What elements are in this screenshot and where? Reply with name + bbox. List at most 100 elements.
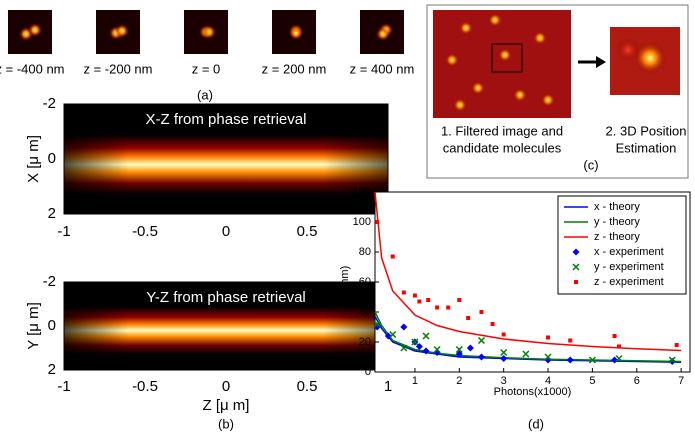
point	[373, 320, 381, 328]
point	[612, 334, 617, 338]
legend-swatch	[572, 263, 580, 271]
point	[422, 347, 430, 355]
y-axis-label: Y [μ m]	[25, 302, 42, 350]
point	[588, 356, 596, 364]
molecule-spot	[459, 21, 473, 35]
step-label: Estimation	[616, 140, 677, 155]
theory-line	[374, 191, 682, 352]
psf-label: z = 200 nm	[262, 61, 327, 76]
molecule-spot	[453, 98, 467, 112]
legend-label: x - experiment	[594, 246, 664, 258]
legend-swatch	[572, 248, 580, 256]
y-tick-label: 0	[365, 366, 371, 378]
molecule-spot	[445, 53, 459, 67]
point	[457, 298, 462, 302]
point	[411, 338, 419, 346]
y-tick-label: 120	[353, 186, 371, 198]
y-axis-label: X [μ m]	[25, 135, 42, 183]
x-tick-label: 1	[384, 378, 392, 395]
point	[466, 344, 474, 352]
legend-label: x - theory	[594, 201, 640, 213]
point	[466, 316, 471, 320]
y-tick-label: 0	[48, 150, 56, 167]
point	[446, 305, 451, 310]
psf-label: z = -200 nm	[83, 61, 152, 76]
point	[455, 345, 463, 354]
point	[422, 332, 430, 340]
panel-c: 1. Filtered image and candidate molecules…	[426, 4, 689, 179]
x-tick-label: 0	[222, 378, 230, 395]
panel-b: X-Z from phase retrieval X [μ m] -2 0 2 -1 -0.…	[25, 95, 392, 431]
point	[417, 299, 422, 304]
point	[477, 353, 485, 361]
y-tick-label: 2	[48, 361, 56, 378]
y-tick-label: 60	[359, 276, 371, 288]
y-tick-label: 20	[359, 336, 371, 348]
plot-title: X-Z from phase retrieval	[146, 111, 307, 128]
legend-label: z - theory	[594, 231, 640, 243]
x-tick-label: 4	[545, 375, 551, 387]
point	[400, 323, 408, 331]
legend-label: z - experiment	[594, 276, 664, 288]
x-axis-label: Z [μ m]	[203, 397, 250, 414]
psf-slice-fade	[64, 104, 388, 214]
x-axis-label: Photons(x1000)	[494, 386, 572, 398]
point	[674, 343, 679, 347]
psf-spot	[376, 27, 390, 41]
psf-slice-fade	[64, 282, 388, 370]
legend-label: y - theory	[594, 216, 640, 228]
x-tick-label: 3	[501, 375, 507, 387]
x-tick-label: 2	[456, 375, 462, 387]
point	[400, 344, 408, 352]
x-tick-label: 0.5	[297, 378, 318, 395]
panel-d: 0 20 40 60 80 100 120 1 2 3 4 5 6 7 Photons(x1000) σ (n…	[339, 186, 691, 431]
point	[433, 345, 441, 354]
plot-title: Y-Z from phase retrieval	[146, 289, 306, 306]
step-label: 2. 3D Position	[606, 123, 687, 138]
molecule-spot	[488, 13, 502, 27]
psf-spot	[289, 26, 303, 40]
x-tick-label: -0.5	[132, 378, 158, 395]
point	[500, 355, 508, 362]
molecule-spot	[471, 81, 485, 95]
molecule-spot	[513, 88, 527, 102]
point	[375, 220, 380, 224]
point	[390, 254, 395, 259]
psf-label: z = 400 nm	[350, 61, 415, 76]
zoom-spot	[634, 42, 666, 74]
x-tick-label: 6	[634, 375, 640, 387]
psf-spot	[202, 25, 216, 39]
psf-label: z = 0	[192, 61, 221, 76]
molecule-spot	[541, 93, 555, 107]
x-tick-label: -1	[57, 223, 70, 240]
psf-spot	[115, 24, 129, 38]
arrow-head	[596, 56, 606, 68]
point	[401, 290, 406, 295]
caption: (c)	[583, 157, 598, 172]
point	[615, 354, 623, 363]
point	[490, 322, 495, 326]
point	[435, 305, 440, 310]
point	[544, 353, 552, 361]
y-tick-label: -2	[43, 95, 56, 112]
zoom-spot	[616, 38, 640, 62]
y-tick-label: 80	[359, 246, 371, 258]
point	[500, 348, 508, 357]
caption: (a)	[197, 87, 213, 102]
psf-spot	[28, 23, 42, 37]
point	[389, 330, 397, 339]
point	[668, 358, 676, 365]
molecule-spot	[498, 48, 512, 62]
panel-a: z = -400 nm z = -200 nm z = 0 z = 200 nm z =…	[0, 10, 414, 102]
y-tick-label: -2	[43, 273, 56, 290]
plot-frame	[63, 103, 389, 215]
x-tick-label: 0	[222, 223, 230, 240]
point	[546, 335, 551, 340]
x-tick-label: 7	[678, 375, 684, 387]
point	[568, 338, 573, 343]
point	[522, 350, 530, 358]
legend-label: y - experiment	[594, 261, 664, 273]
step-label: 1. Filtered image and	[441, 123, 563, 138]
